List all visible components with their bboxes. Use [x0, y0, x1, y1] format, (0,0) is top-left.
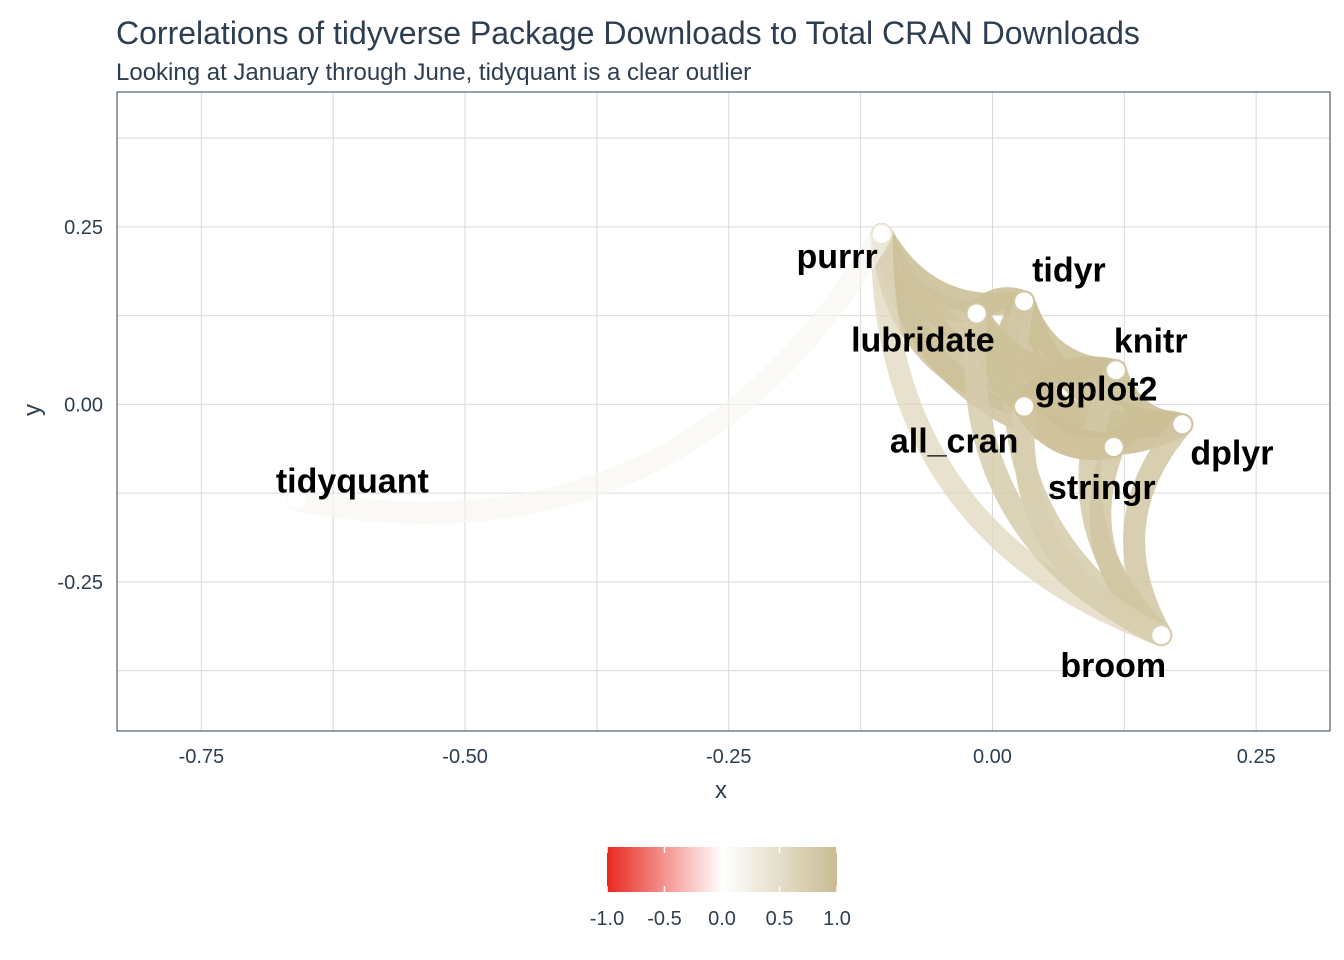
edge-all_cran-broom	[1012, 395, 1173, 647]
node-purrr	[872, 225, 891, 243]
colorbar	[607, 847, 837, 892]
node-label-ggplot2: ggplot2	[1035, 371, 1158, 409]
node-lubridate	[967, 304, 986, 323]
node-tidyr	[1015, 292, 1034, 311]
node-label-tidyquant: tidyquant	[276, 462, 429, 500]
y-axis-ticks: -0.25 0.00 0.25	[57, 217, 103, 594]
x-axis-title: x	[715, 777, 727, 804]
colorbar-tick-label: 0.0	[708, 908, 736, 930]
x-tick-label: -0.50	[442, 746, 488, 768]
node-label-stringr: stringr	[1048, 469, 1156, 507]
x-tick-label: 0.00	[973, 746, 1012, 768]
chart-title: Correlations of tidyverse Package Downlo…	[116, 15, 1140, 51]
colorbar-ticks: -1.0 -0.5 0.0 0.5 1.0	[590, 847, 851, 930]
x-tick-label: -0.25	[706, 746, 752, 768]
y-tick-label: -0.25	[57, 572, 103, 594]
node-tidyquant	[287, 491, 306, 510]
node-label-lubridate: lubridate	[851, 322, 995, 360]
chart-subtitle: Looking at January through June, tidyqua…	[116, 59, 751, 86]
y-tick-label: 0.25	[64, 217, 103, 239]
colorbar-tick-label: -1.0	[590, 908, 624, 930]
edge-layer	[285, 223, 1194, 647]
node-label-all_cran: all_cran	[890, 423, 1019, 461]
edge-all_cran-stringr	[1013, 395, 1125, 460]
node-layer	[287, 225, 1192, 645]
edge-tidyquant-purrr	[285, 223, 893, 524]
x-tick-label: -0.75	[179, 746, 225, 768]
node-label-broom: broom	[1060, 647, 1166, 685]
node-dplyr	[1173, 415, 1192, 434]
colorbar-legend: -1.0 -0.5 0.0 0.5 1.0	[590, 847, 851, 930]
node-stringr	[1104, 438, 1123, 456]
node-knitr	[1106, 361, 1125, 380]
x-tick-label: 0.25	[1237, 746, 1276, 768]
panel-border	[116, 91, 1331, 732]
node-all_cran	[1015, 397, 1034, 416]
colorbar-tick-label: 0.5	[766, 908, 794, 930]
x-axis-ticks: -0.75 -0.50 -0.25 0.00 0.25	[179, 746, 1276, 768]
node-label-dplyr: dplyr	[1190, 434, 1273, 472]
edge-knitr-ggplot2	[1013, 356, 1127, 418]
y-axis-title: y	[19, 404, 46, 416]
y-tick-label: 0.00	[64, 394, 103, 416]
node-label-tidyr: tidyr	[1032, 251, 1106, 289]
label-layer: purrr tidyr lubridate knitr ggplot2 all_cran d…	[276, 238, 1274, 685]
node-label-knitr: knitr	[1114, 322, 1188, 360]
node-broom	[1152, 626, 1171, 645]
colorbar-tick-label: 1.0	[823, 908, 851, 930]
node-label-purrr: purrr	[796, 238, 877, 276]
colorbar-tick-label: -0.5	[647, 908, 681, 930]
